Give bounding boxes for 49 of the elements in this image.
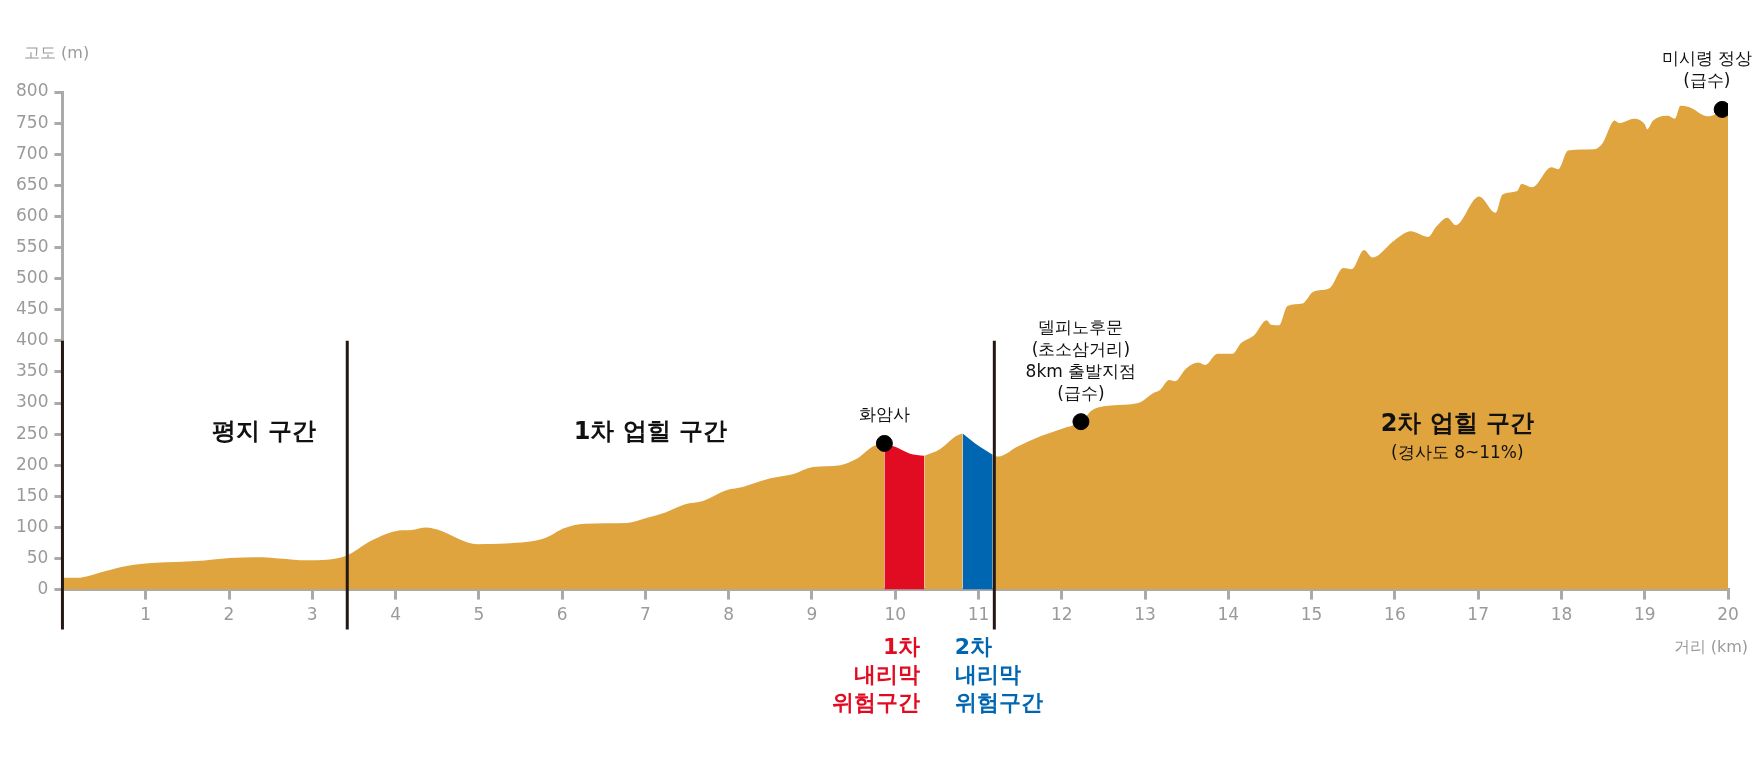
x-tick-label: 10	[884, 604, 907, 625]
x-tick-label: 19	[1633, 604, 1656, 625]
y-tick-label: 700	[15, 142, 49, 163]
y-tick-label: 250	[15, 422, 49, 443]
x-tick-label: 5	[473, 604, 485, 625]
x-tick-label: 3	[306, 604, 318, 625]
y-tick-label: 200	[15, 453, 49, 474]
y-tick-label: 800	[15, 80, 49, 101]
y-tick-label: 400	[15, 329, 49, 350]
point	[875, 434, 893, 452]
x-tick-label: 1	[140, 604, 152, 625]
x-tick-label: 12	[1050, 604, 1073, 625]
x-tick-label: 16	[1384, 604, 1406, 625]
x-tick-label: 4	[390, 604, 401, 625]
annotation: 2차 업힐 구간 (경사도 8~11%)	[1380, 409, 1535, 462]
y-tick-label: 450	[15, 298, 49, 319]
x-tick-label: 7	[639, 604, 651, 625]
y-tick-label: 650	[15, 173, 49, 194]
y-tick-label: 50	[26, 546, 49, 567]
text: 2차 내리막 위험구간	[954, 634, 1043, 716]
y-tick-label: 0	[37, 578, 49, 599]
annotation: 평지 구간	[211, 416, 317, 445]
x-axis-title: 거리 (km)	[1673, 636, 1748, 656]
x-tick-label: 6	[556, 604, 568, 625]
x-tick-label: 20	[1717, 604, 1739, 625]
x-tick-label: 13	[1134, 604, 1156, 625]
x-tick-label: 2	[223, 604, 235, 625]
y-tick-label: 600	[15, 204, 49, 225]
y-tick-label: 300	[15, 391, 49, 412]
x-tick-label: 9	[806, 604, 818, 625]
point	[1072, 413, 1090, 431]
y-tick-label: 550	[15, 235, 49, 256]
x-tick-label: 17	[1467, 604, 1489, 625]
annotation: 미시령 정상 (급수)	[1661, 48, 1752, 91]
y-tick-label: 350	[15, 360, 49, 381]
x-tick-label: 18	[1550, 604, 1573, 625]
x-tick-label: 11	[967, 604, 990, 625]
y-tick-label: 150	[15, 484, 49, 505]
y-tick-label: 100	[15, 515, 49, 536]
x-tick-label: 14	[1217, 604, 1240, 625]
y-tick-label: 750	[15, 111, 49, 132]
x-tick-label: 8	[723, 604, 735, 625]
annotation: 1차 업힐 구간	[573, 416, 728, 445]
annotation: 화암사	[858, 404, 910, 425]
annotation: 델피노후문 (초소삼거리) 8km 출발지점 (급수)	[1025, 316, 1137, 403]
y-axis-title: 고도 (m)	[24, 43, 90, 62]
text: 1차 내리막 위험구간	[832, 634, 921, 716]
x-tick-label: 15	[1300, 604, 1323, 625]
y-tick-label: 500	[15, 267, 49, 288]
